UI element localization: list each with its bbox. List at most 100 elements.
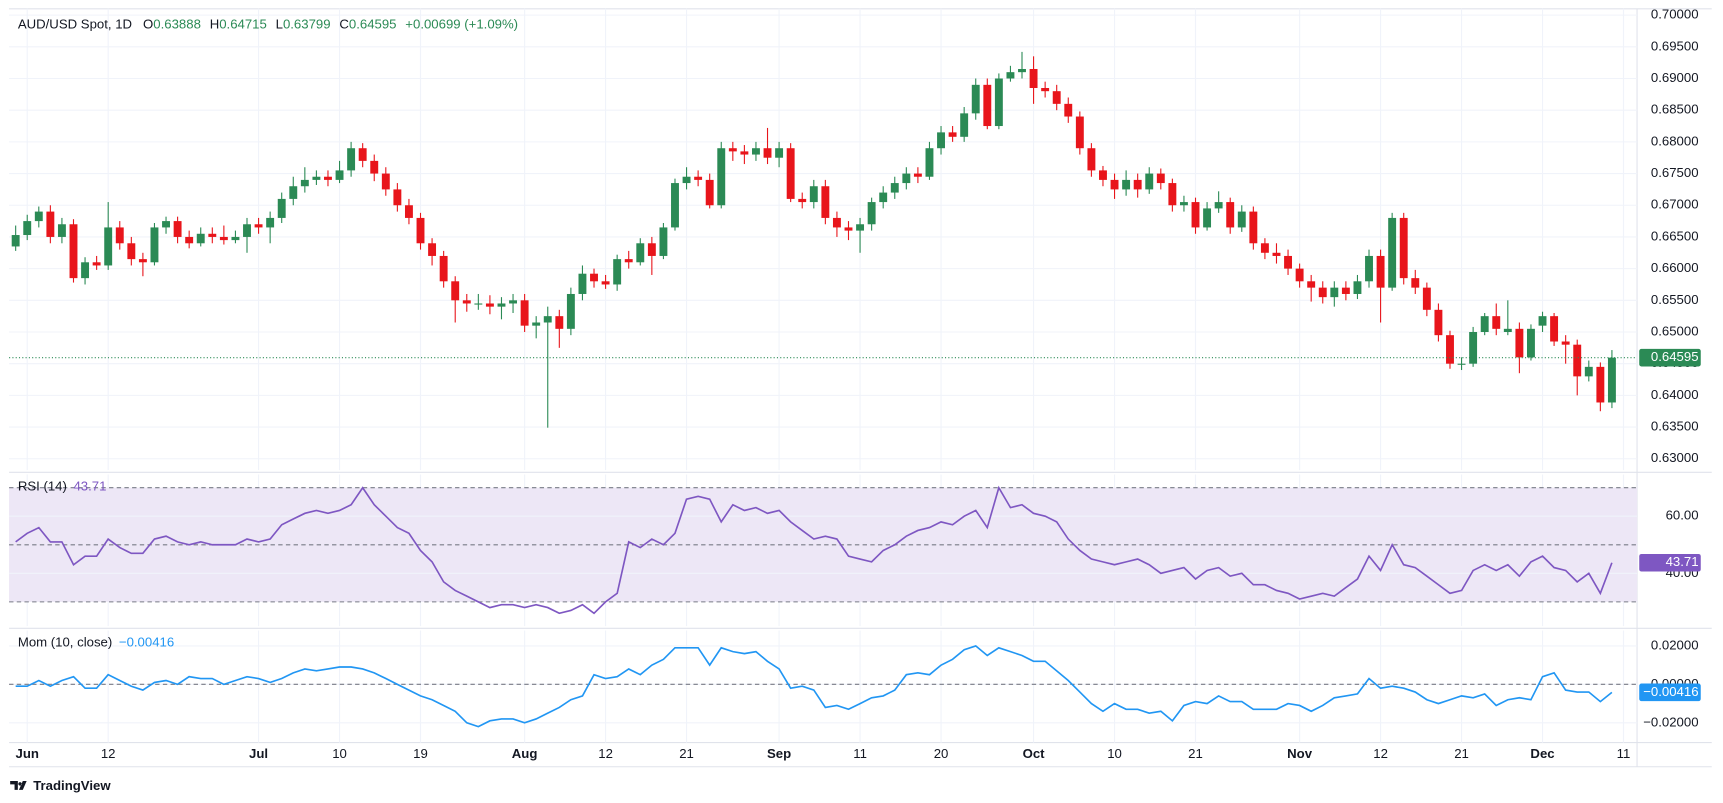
candle-body xyxy=(1573,344,1582,377)
y-tick-label: −0.02000 xyxy=(1643,714,1698,729)
candle-body xyxy=(347,148,356,171)
candle-body xyxy=(1446,335,1454,364)
candle-body xyxy=(624,259,633,263)
change: +0.00699 (+1.09%) xyxy=(405,17,518,32)
candle-body xyxy=(1133,179,1142,190)
candle-body xyxy=(832,217,841,228)
legend-key: L xyxy=(276,17,283,32)
candle-body xyxy=(127,243,136,260)
x-tick-label: 11 xyxy=(853,746,867,761)
candle-body xyxy=(34,211,43,222)
candle-body xyxy=(1237,211,1246,228)
candle-body xyxy=(312,176,321,180)
last-value-label-box xyxy=(1639,553,1701,572)
candle-body xyxy=(1399,217,1408,279)
candle-body xyxy=(1203,208,1212,228)
candle-body xyxy=(1341,287,1350,294)
y-tick-label: 0.69000 xyxy=(1651,70,1699,85)
legend-key: O xyxy=(143,17,153,32)
candle-body xyxy=(1584,366,1593,377)
candle-body xyxy=(370,160,379,174)
candle-body xyxy=(324,176,332,180)
x-tick-label: 12 xyxy=(101,746,116,761)
candle-body xyxy=(763,148,772,158)
candle-body xyxy=(1411,278,1420,288)
candle-body xyxy=(1041,88,1050,92)
candle-body xyxy=(844,227,853,231)
candle-body xyxy=(671,183,679,228)
candle-body xyxy=(520,300,529,326)
candle-body xyxy=(1561,341,1570,345)
last-price-label-box xyxy=(1639,348,1701,367)
y-tick-label: 0.66000 xyxy=(1651,260,1699,275)
candle-body xyxy=(948,132,957,137)
plot-area: Jun 12 Jul 10 19 Aug 12 21 Sep 11 20 Oct 10 21 Nov 12 21… xyxy=(9,7,1701,761)
candle-body xyxy=(1492,316,1501,329)
candle-body xyxy=(798,198,807,203)
candle-body xyxy=(647,243,656,256)
y-tick-label: 0.70000 xyxy=(1651,7,1699,22)
candle-body xyxy=(717,148,726,206)
candle-body xyxy=(543,316,552,323)
indicator-line xyxy=(15,485,1613,615)
candle-body xyxy=(555,316,564,329)
candle-body xyxy=(1145,173,1154,190)
legend-value: 0.63888 xyxy=(153,17,201,32)
y-tick-label: 60.00 xyxy=(1666,508,1699,523)
candle-body xyxy=(104,227,113,266)
candle-body xyxy=(1029,68,1038,89)
candle-body xyxy=(497,303,506,307)
y-tick-label: 0.65500 xyxy=(1651,292,1699,307)
candle-body xyxy=(1179,202,1188,206)
candle-body xyxy=(243,224,251,237)
candle-body xyxy=(902,173,911,184)
candle-body xyxy=(1538,316,1547,326)
y-tick-label: 0.68000 xyxy=(1651,133,1699,148)
candle-body xyxy=(1469,331,1478,364)
candle-body xyxy=(1099,170,1107,180)
candle-body xyxy=(659,227,668,256)
candle-body xyxy=(890,183,899,193)
candle-body xyxy=(937,132,945,149)
candle-body xyxy=(867,202,876,225)
indicator-value: −0.00416 xyxy=(119,635,174,650)
candle-body xyxy=(1527,328,1535,358)
y-tick-label: 0.66500 xyxy=(1651,228,1699,243)
indicator-name: Mom (10, close) xyxy=(18,635,112,650)
x-tick-label: 12 xyxy=(598,746,613,761)
candle-body xyxy=(439,255,448,282)
candle-body xyxy=(601,281,610,285)
candle-body xyxy=(416,217,425,244)
candle-body xyxy=(1596,366,1605,403)
x-tick-label: 12 xyxy=(1373,746,1388,761)
x-tick-label: 19 xyxy=(413,746,428,761)
indicator-title: RSI (14) 43.71 xyxy=(18,479,107,494)
indicator-title: Mom (10, close) −0.00416 xyxy=(18,635,174,650)
candle-body xyxy=(925,148,934,177)
last-value-label: 43.71 xyxy=(1666,554,1699,569)
candle-body xyxy=(728,148,737,152)
candle-body xyxy=(1191,202,1200,228)
candle-body xyxy=(509,300,518,304)
candle-body xyxy=(1434,309,1443,336)
symbol: AUD/USD Spot, 1D xyxy=(18,17,132,32)
candle-body xyxy=(1515,328,1524,358)
candle-body xyxy=(983,84,992,127)
candle-body xyxy=(358,148,367,161)
candle-body xyxy=(1330,287,1339,298)
chart-title: AUD/USD Spot, 1D O0.63888 H0.64715 L0.63799… xyxy=(18,17,518,32)
candle-body xyxy=(994,78,1003,127)
candle-body xyxy=(1087,148,1096,171)
candle-body xyxy=(57,224,66,237)
candle-body xyxy=(277,198,286,218)
candle-body xyxy=(775,148,784,158)
candle-body xyxy=(196,233,205,244)
candle-body xyxy=(335,170,344,180)
candle-body xyxy=(69,224,78,279)
y-tick-label: 0.64000 xyxy=(1651,387,1699,402)
candle-body xyxy=(532,322,541,326)
candle-body xyxy=(266,217,275,228)
candle-body xyxy=(786,148,795,199)
candle-body xyxy=(1353,281,1362,294)
